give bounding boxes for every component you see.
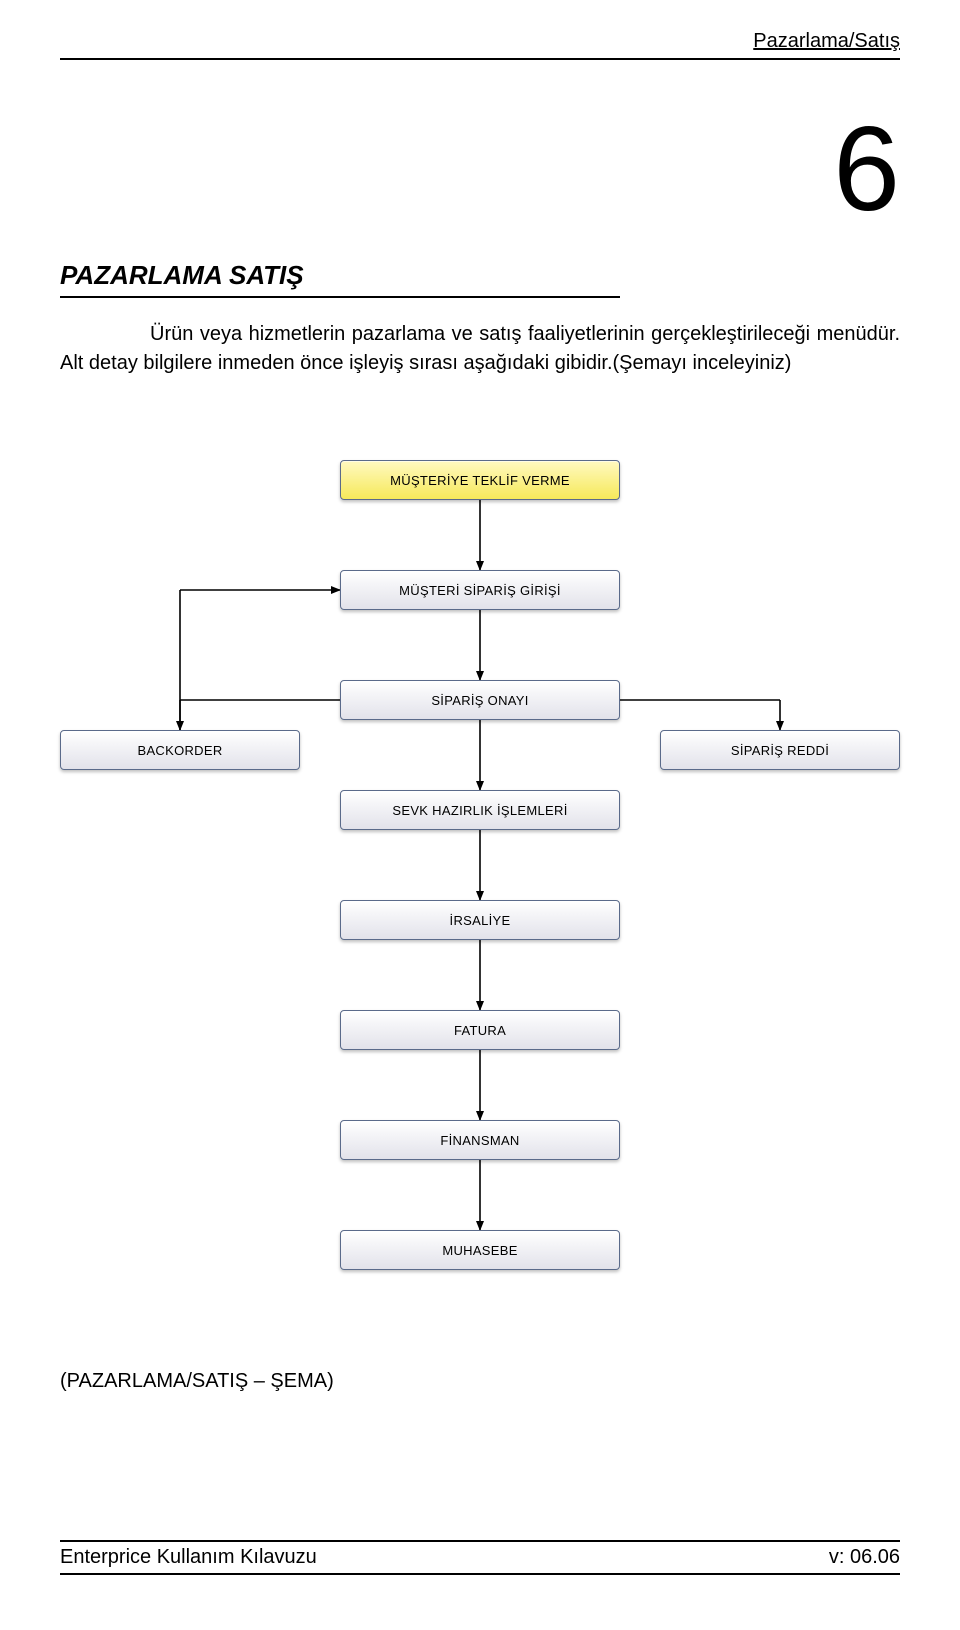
footer-left: Enterprice Kullanım Kılavuzu — [60, 1546, 317, 1569]
flowchart-diagram: MÜŞTERİYE TEKLİF VERME MÜŞTERİ SİPARİŞ Gİ… — [0, 440, 960, 1310]
body-paragraph-text: Ürün veya hizmetlerin pazarlama ve satış… — [60, 323, 900, 374]
flowchart-node: SİPARİŞ REDDİ — [660, 730, 900, 770]
flowchart-node: BACKORDER — [60, 730, 300, 770]
footer-right: v: 06.06 — [829, 1546, 900, 1569]
flowchart-node: FİNANSMAN — [340, 1120, 620, 1160]
flowchart-node: MÜŞTERİ SİPARİŞ GİRİŞİ — [340, 570, 620, 610]
flowchart-node: SİPARİŞ ONAYI — [340, 680, 620, 720]
flowchart-node: MUHASEBE — [340, 1230, 620, 1270]
flowchart-node: MÜŞTERİYE TEKLİF VERME — [340, 460, 620, 500]
header-category: Pazarlama/Satış — [753, 30, 900, 53]
flowchart-node: FATURA — [340, 1010, 620, 1050]
page-footer: Enterprice Kullanım Kılavuzu v: 06.06 — [60, 1540, 900, 1575]
section-title: PAZARLAMA SATIŞ — [60, 260, 304, 291]
section-title-rule — [60, 296, 620, 298]
body-paragraph: Ürün veya hizmetlerin pazarlama ve satış… — [60, 320, 900, 378]
header-rule — [60, 58, 900, 60]
flowchart-node: SEVK HAZIRLIK İŞLEMLERİ — [340, 790, 620, 830]
chapter-number: 6 — [833, 100, 900, 238]
flowchart-caption: (PAZARLAMA/SATIŞ – ŞEMA) — [60, 1370, 334, 1393]
flowchart-node: İRSALİYE — [340, 900, 620, 940]
page: Pazarlama/Satış 6 PAZARLAMA SATIŞ Ürün v… — [0, 0, 960, 1630]
